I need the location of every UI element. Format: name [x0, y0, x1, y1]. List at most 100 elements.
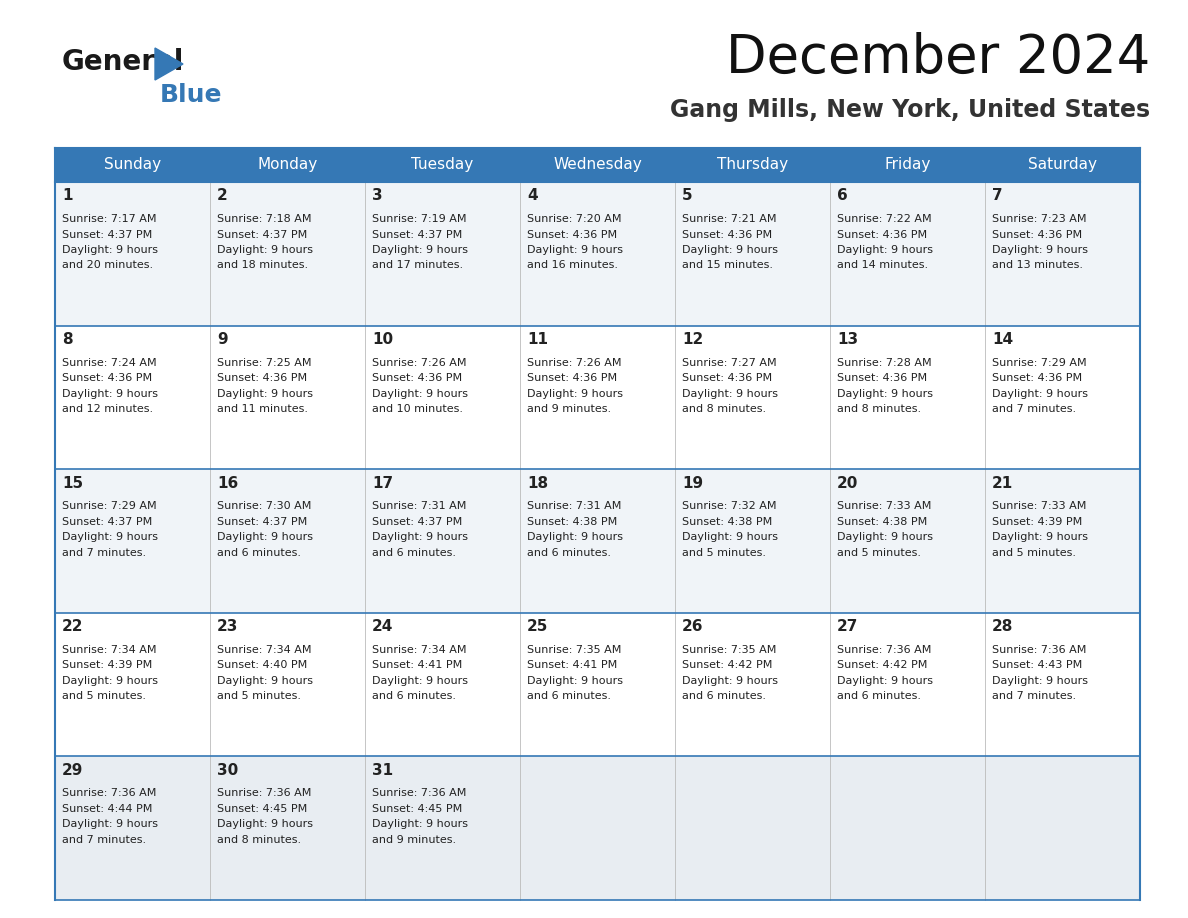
Text: Sunrise: 7:29 AM: Sunrise: 7:29 AM	[62, 501, 157, 511]
Text: 14: 14	[992, 332, 1013, 347]
Text: Sunrise: 7:36 AM: Sunrise: 7:36 AM	[992, 644, 1086, 655]
Text: Sunrise: 7:35 AM: Sunrise: 7:35 AM	[682, 644, 777, 655]
Text: Daylight: 9 hours: Daylight: 9 hours	[62, 245, 158, 255]
Bar	[985, 326, 1140, 469]
Text: Sunrise: 7:18 AM: Sunrise: 7:18 AM	[217, 214, 311, 224]
Text: Daylight: 9 hours: Daylight: 9 hours	[62, 676, 158, 686]
Text: Sunrise: 7:23 AM: Sunrise: 7:23 AM	[992, 214, 1087, 224]
Text: and 13 minutes.: and 13 minutes.	[992, 261, 1083, 271]
Text: Sunrise: 7:29 AM: Sunrise: 7:29 AM	[992, 358, 1087, 367]
Text: and 8 minutes.: and 8 minutes.	[217, 834, 301, 845]
Bar	[985, 613, 1140, 756]
Text: Daylight: 9 hours: Daylight: 9 hours	[838, 388, 933, 398]
Text: Daylight: 9 hours: Daylight: 9 hours	[217, 388, 312, 398]
Text: Sunset: 4:37 PM: Sunset: 4:37 PM	[217, 230, 308, 240]
Text: Daylight: 9 hours: Daylight: 9 hours	[217, 245, 312, 255]
Text: Sunrise: 7:27 AM: Sunrise: 7:27 AM	[682, 358, 777, 367]
Text: Daylight: 9 hours: Daylight: 9 hours	[682, 532, 778, 543]
Text: and 10 minutes.: and 10 minutes.	[372, 404, 463, 414]
Text: Daylight: 9 hours: Daylight: 9 hours	[527, 245, 623, 255]
Text: 11: 11	[527, 332, 548, 347]
Bar	[55, 469, 210, 613]
Bar	[520, 182, 675, 326]
Text: Sunset: 4:36 PM: Sunset: 4:36 PM	[992, 373, 1082, 383]
Bar	[830, 756, 985, 900]
Text: Sunrise: 7:24 AM: Sunrise: 7:24 AM	[62, 358, 157, 367]
Bar	[365, 326, 520, 469]
Text: Daylight: 9 hours: Daylight: 9 hours	[992, 245, 1088, 255]
Text: Daylight: 9 hours: Daylight: 9 hours	[527, 388, 623, 398]
Bar	[55, 148, 210, 182]
Text: 29: 29	[62, 763, 83, 778]
Text: Sunrise: 7:36 AM: Sunrise: 7:36 AM	[62, 789, 157, 799]
Text: and 6 minutes.: and 6 minutes.	[372, 548, 456, 558]
Text: Daylight: 9 hours: Daylight: 9 hours	[682, 676, 778, 686]
Text: Sunrise: 7:19 AM: Sunrise: 7:19 AM	[372, 214, 467, 224]
Bar	[520, 756, 675, 900]
Bar	[210, 469, 365, 613]
Bar	[520, 148, 675, 182]
Text: and 9 minutes.: and 9 minutes.	[527, 404, 611, 414]
Text: and 11 minutes.: and 11 minutes.	[217, 404, 308, 414]
Text: 10: 10	[372, 332, 393, 347]
Bar	[365, 469, 520, 613]
Text: and 7 minutes.: and 7 minutes.	[62, 834, 146, 845]
Text: and 17 minutes.: and 17 minutes.	[372, 261, 463, 271]
Text: 22: 22	[62, 620, 83, 634]
Text: Daylight: 9 hours: Daylight: 9 hours	[62, 388, 158, 398]
Text: Sunset: 4:37 PM: Sunset: 4:37 PM	[217, 517, 308, 527]
Text: and 8 minutes.: and 8 minutes.	[682, 404, 766, 414]
Text: 1: 1	[62, 188, 72, 204]
Text: Daylight: 9 hours: Daylight: 9 hours	[62, 820, 158, 829]
Bar	[985, 148, 1140, 182]
Text: Sunset: 4:37 PM: Sunset: 4:37 PM	[62, 517, 152, 527]
Text: Sunrise: 7:36 AM: Sunrise: 7:36 AM	[838, 644, 931, 655]
Text: Daylight: 9 hours: Daylight: 9 hours	[217, 820, 312, 829]
Text: Monday: Monday	[258, 158, 317, 173]
Text: Sunset: 4:39 PM: Sunset: 4:39 PM	[992, 517, 1082, 527]
Text: and 6 minutes.: and 6 minutes.	[527, 691, 611, 701]
Bar	[55, 326, 210, 469]
Text: and 6 minutes.: and 6 minutes.	[682, 691, 766, 701]
Bar	[365, 756, 520, 900]
Text: Sunset: 4:41 PM: Sunset: 4:41 PM	[372, 660, 462, 670]
Text: Gang Mills, New York, United States: Gang Mills, New York, United States	[670, 98, 1150, 122]
Text: 21: 21	[992, 476, 1013, 491]
Text: Sunrise: 7:31 AM: Sunrise: 7:31 AM	[372, 501, 467, 511]
Text: Sunrise: 7:36 AM: Sunrise: 7:36 AM	[372, 789, 467, 799]
Bar	[55, 756, 210, 900]
Text: and 20 minutes.: and 20 minutes.	[62, 261, 153, 271]
Text: 12: 12	[682, 332, 703, 347]
Text: and 7 minutes.: and 7 minutes.	[992, 691, 1076, 701]
Bar	[675, 469, 830, 613]
Text: Daylight: 9 hours: Daylight: 9 hours	[372, 820, 468, 829]
Text: December 2024: December 2024	[726, 32, 1150, 84]
Text: Daylight: 9 hours: Daylight: 9 hours	[372, 245, 468, 255]
Text: 15: 15	[62, 476, 83, 491]
Text: Tuesday: Tuesday	[411, 158, 474, 173]
Text: Sunset: 4:42 PM: Sunset: 4:42 PM	[682, 660, 772, 670]
Bar	[830, 148, 985, 182]
Bar	[55, 182, 210, 326]
Text: Sunrise: 7:30 AM: Sunrise: 7:30 AM	[217, 501, 311, 511]
Text: Daylight: 9 hours: Daylight: 9 hours	[992, 532, 1088, 543]
Text: Sunrise: 7:33 AM: Sunrise: 7:33 AM	[838, 501, 931, 511]
Text: 3: 3	[372, 188, 383, 204]
Text: and 6 minutes.: and 6 minutes.	[217, 548, 301, 558]
Text: Sunset: 4:40 PM: Sunset: 4:40 PM	[217, 660, 308, 670]
Bar	[985, 756, 1140, 900]
Text: Sunrise: 7:22 AM: Sunrise: 7:22 AM	[838, 214, 931, 224]
Text: Blue: Blue	[160, 83, 222, 107]
Text: 25: 25	[527, 620, 549, 634]
Text: Sunrise: 7:25 AM: Sunrise: 7:25 AM	[217, 358, 311, 367]
Text: Sunrise: 7:34 AM: Sunrise: 7:34 AM	[62, 644, 157, 655]
Bar	[985, 182, 1140, 326]
Bar	[985, 469, 1140, 613]
Text: 20: 20	[838, 476, 859, 491]
Text: 31: 31	[372, 763, 393, 778]
Bar	[365, 613, 520, 756]
Text: and 6 minutes.: and 6 minutes.	[372, 691, 456, 701]
Text: Sunset: 4:36 PM: Sunset: 4:36 PM	[682, 373, 772, 383]
Text: Daylight: 9 hours: Daylight: 9 hours	[62, 532, 158, 543]
Text: Sunset: 4:38 PM: Sunset: 4:38 PM	[682, 517, 772, 527]
